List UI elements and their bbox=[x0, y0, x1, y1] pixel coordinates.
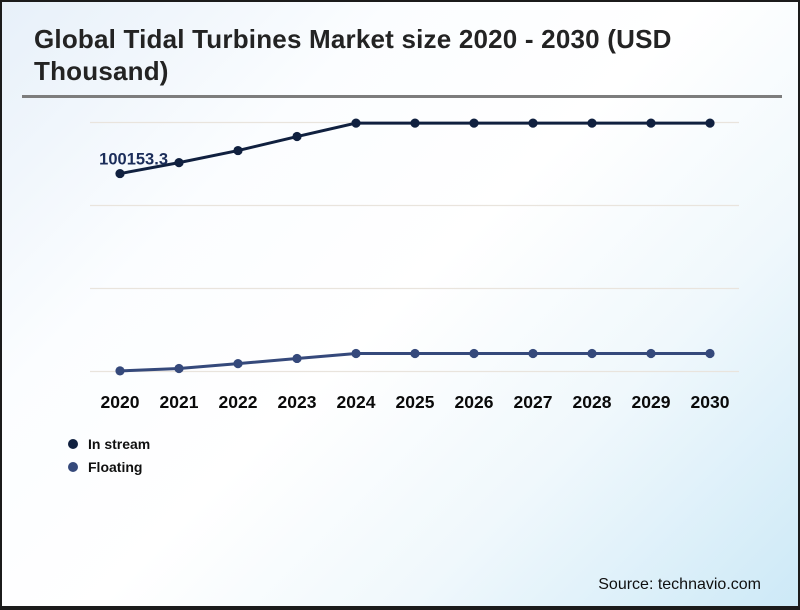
x-axis-label: 2027 bbox=[514, 392, 553, 412]
legend-item-label: Floating bbox=[88, 459, 143, 475]
series-line-in-stream bbox=[119, 121, 710, 176]
data-point bbox=[292, 353, 302, 364]
legend-item: In stream bbox=[68, 436, 150, 452]
data-point bbox=[646, 118, 656, 128]
data-point bbox=[705, 118, 715, 128]
legend-item-label: In stream bbox=[88, 436, 151, 452]
data-point bbox=[233, 145, 243, 156]
data-point bbox=[174, 158, 184, 168]
legend: In stream Floating bbox=[68, 436, 150, 475]
legend-item: Floating bbox=[68, 459, 150, 475]
data-point bbox=[528, 348, 538, 359]
x-axis-label: 2024 bbox=[337, 392, 376, 412]
x-axis-label: 2029 bbox=[632, 392, 671, 412]
data-label: 100153.3 bbox=[99, 151, 168, 169]
data-point bbox=[351, 348, 361, 359]
data-point bbox=[469, 348, 479, 359]
data-point bbox=[115, 168, 125, 179]
data-point bbox=[233, 358, 243, 369]
x-axis-label: 2030 bbox=[691, 392, 730, 412]
data-point bbox=[587, 348, 597, 359]
title-divider bbox=[22, 95, 782, 98]
x-axis-label: 2026 bbox=[455, 392, 494, 412]
x-axis-label: 2022 bbox=[219, 392, 258, 412]
data-point bbox=[587, 118, 597, 128]
data-point bbox=[646, 348, 656, 359]
data-point bbox=[469, 118, 479, 128]
data-point bbox=[115, 366, 125, 376]
data-point bbox=[292, 131, 302, 142]
data-point bbox=[705, 348, 715, 359]
x-axis-label: 2023 bbox=[278, 392, 317, 412]
legend-dot-icon bbox=[68, 439, 78, 449]
data-point bbox=[410, 348, 420, 359]
source-text: Source: technavio.com bbox=[598, 576, 761, 593]
legend-dot-icon bbox=[68, 462, 78, 472]
data-point bbox=[528, 118, 538, 128]
x-axis-label: 2020 bbox=[101, 392, 140, 412]
data-point bbox=[410, 118, 420, 128]
page-title: Global Tidal Turbines Market size 2020 -… bbox=[34, 24, 672, 86]
x-axis-label: 2028 bbox=[573, 392, 612, 412]
x-axis-label: 2025 bbox=[396, 392, 435, 412]
x-axis-label: 2021 bbox=[160, 392, 199, 412]
data-point bbox=[174, 363, 184, 374]
data-point bbox=[351, 118, 361, 128]
